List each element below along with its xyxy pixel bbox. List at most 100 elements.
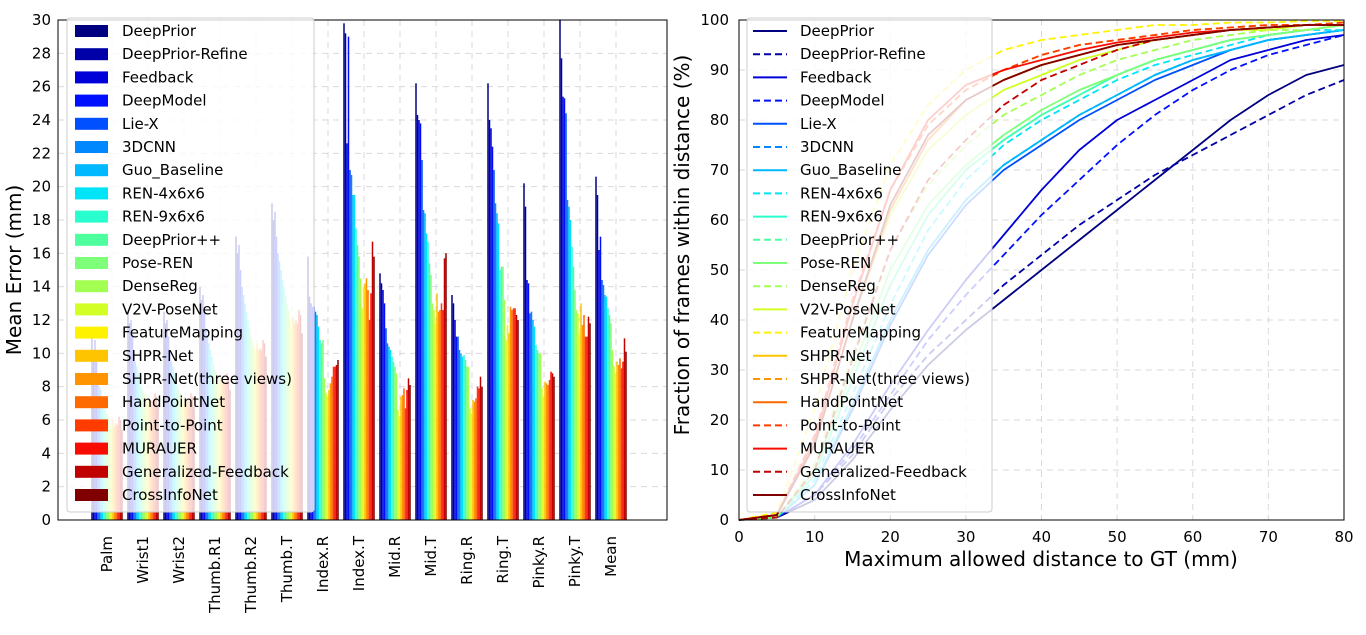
- legend-label: Guo_Baseline: [800, 161, 901, 180]
- bar: [406, 390, 408, 520]
- bar: [350, 175, 353, 520]
- legend-label: REN-4x6x6: [800, 184, 883, 202]
- bar: [478, 388, 480, 520]
- bar: [365, 278, 368, 520]
- bar: [547, 385, 549, 520]
- bar-chart-y-tick-label: 22: [32, 144, 51, 162]
- bar: [335, 365, 338, 520]
- legend-label: DeepPrior++: [122, 231, 221, 249]
- bar: [325, 393, 327, 520]
- bar-chart-x-tick-label: Index.R: [314, 536, 332, 592]
- bar: [418, 120, 420, 520]
- legend-label: HandPointNet: [122, 393, 225, 411]
- bar: [625, 351, 627, 520]
- bar: [434, 323, 437, 520]
- line-chart-x-tick-label: 60: [1183, 528, 1202, 546]
- line-chart-x-tick-label: 40: [1032, 528, 1051, 546]
- bar: [316, 315, 318, 520]
- line-chart-y-tick-label: 50: [710, 261, 729, 279]
- bar: [473, 401, 476, 520]
- bar: [530, 311, 533, 520]
- bar: [460, 353, 462, 520]
- bar: [421, 160, 423, 520]
- bar: [373, 256, 375, 520]
- bar: [508, 333, 510, 520]
- bar: [619, 358, 621, 520]
- line-chart-x-ticks: 0 10 20 30 40 50 60 70 80: [734, 528, 1353, 546]
- legend-swatch: [75, 396, 108, 409]
- bar: [319, 340, 321, 520]
- bar: [427, 241, 429, 521]
- line-chart-y-axis-label: Fraction of frames within distance (%): [670, 55, 694, 436]
- bar: [437, 311, 440, 520]
- bar: [349, 170, 351, 520]
- bar: [334, 366, 336, 520]
- bar: [391, 356, 393, 520]
- bar: [535, 345, 537, 520]
- legend-label: DeepModel: [122, 92, 207, 110]
- bar: [614, 373, 617, 520]
- bar-chart-y-tick-label: 26: [32, 78, 51, 96]
- bar: [515, 315, 518, 520]
- bar: [395, 373, 398, 520]
- bar: [569, 220, 572, 520]
- legend-swatch: [75, 233, 108, 246]
- legend-label: CrossInfoNet: [800, 486, 896, 504]
- legend-swatch: [75, 25, 108, 37]
- bar: [464, 360, 467, 520]
- bar: [598, 250, 600, 520]
- bar: [322, 340, 324, 520]
- line-chart-y-tick-label: 20: [710, 411, 729, 429]
- bar: [568, 206, 570, 521]
- bar: [353, 195, 356, 520]
- line-chart-y-tick-label: 70: [710, 161, 729, 179]
- bar: [352, 195, 354, 520]
- bar: [502, 266, 504, 520]
- bar: [523, 183, 525, 520]
- bar-chart-y-tick-label: 2: [41, 478, 51, 496]
- bar: [344, 33, 347, 520]
- bar: [404, 408, 407, 520]
- bar-chart-x-tick-label: Thumb.R1: [206, 536, 224, 614]
- bar: [388, 346, 390, 520]
- bar: [493, 170, 495, 520]
- bar: [329, 383, 332, 520]
- bar: [589, 323, 591, 520]
- bar: [544, 381, 546, 520]
- bar: [331, 376, 333, 520]
- legend-swatch: [75, 48, 108, 61]
- bar: [574, 290, 576, 520]
- legend-label: DeepPrior: [122, 22, 197, 40]
- bar: [472, 400, 474, 520]
- bar: [403, 388, 405, 520]
- bar: [386, 343, 389, 520]
- bar: [436, 293, 438, 520]
- bar: [409, 385, 411, 520]
- bar: [367, 290, 369, 520]
- bar: [503, 300, 506, 520]
- bar: [586, 336, 588, 520]
- bar: [457, 336, 459, 520]
- bar-chart-x-tick-label: Mid.T: [422, 535, 440, 576]
- bar: [617, 365, 620, 520]
- bar-chart-x-tick-label: Mid.R: [386, 536, 404, 578]
- bar: [620, 368, 623, 520]
- legend-swatch: [75, 94, 108, 107]
- legend-label: DeepPrior-Refine: [800, 45, 926, 63]
- legend-label: Generalized-Feedback: [122, 463, 289, 481]
- bar: [371, 241, 374, 521]
- line-chart-x-axis-label: Maximum allowed distance to GT (mm): [844, 547, 1238, 571]
- legend-label: DeepPrior: [800, 22, 875, 40]
- bar: [475, 398, 477, 520]
- legend-swatch: [75, 489, 108, 501]
- bar: [469, 408, 471, 520]
- bar: [385, 328, 387, 520]
- line-chart-x-tick-label: 0: [734, 528, 744, 546]
- legend-label: REN-4x6x6: [122, 184, 205, 202]
- bar: [491, 146, 494, 521]
- bar: [596, 195, 599, 520]
- bar: [439, 310, 441, 520]
- bar: [445, 253, 447, 520]
- line-chart-y-tick-label: 0: [719, 511, 729, 529]
